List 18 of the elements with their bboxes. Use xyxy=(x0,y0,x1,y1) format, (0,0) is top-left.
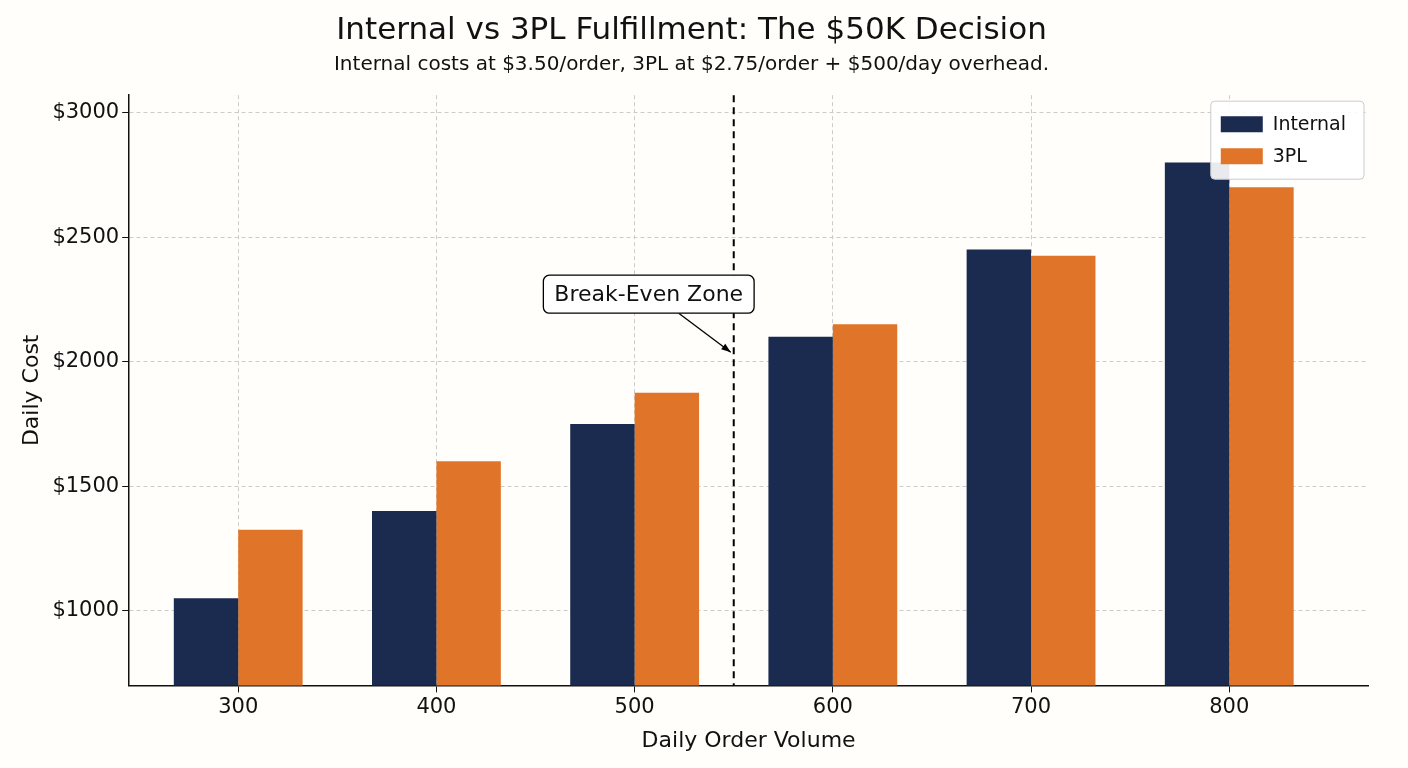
x-tick-label: 700 xyxy=(1011,694,1052,719)
x-tick-label: 800 xyxy=(1209,694,1250,719)
legend-label: Internal xyxy=(1272,112,1347,135)
x-tick-label: 600 xyxy=(812,694,853,719)
x-tick-label: 500 xyxy=(614,694,655,719)
x-axis-title: Daily Order Volume xyxy=(641,726,856,752)
legend-label: 3PL xyxy=(1272,144,1308,167)
annotation: Break-Even Zone xyxy=(554,280,744,306)
chart-title: Internal vs 3PL Fulfillment: The $50K Decision xyxy=(336,9,1047,46)
x-tick-label: 400 xyxy=(416,694,457,719)
y-tick-label: $1500 xyxy=(52,472,120,497)
y-axis-title: Daily Cost xyxy=(17,334,43,447)
chart-subtitle: Internal costs at $3.50/order, 3PL at $2.75/order + $500/day overhead. xyxy=(333,51,1050,76)
y-tick-label: $3000 xyxy=(52,99,120,124)
y-tick-label: $2000 xyxy=(52,348,120,373)
y-tick-label: $1000 xyxy=(52,597,120,622)
y-tick-label: $2500 xyxy=(52,223,120,248)
x-tick-label: 300 xyxy=(218,694,259,719)
